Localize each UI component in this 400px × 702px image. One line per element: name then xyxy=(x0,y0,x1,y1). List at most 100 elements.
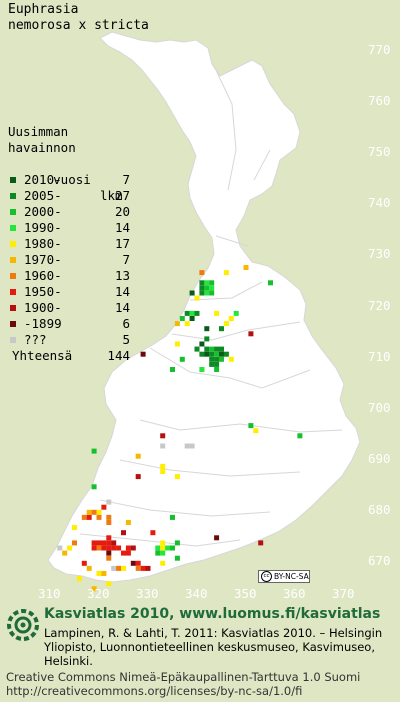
observation-point xyxy=(214,351,220,357)
atlas-title[interactable]: Kasviatlas 2010, www.luomus.fi/kasviatla… xyxy=(44,606,381,622)
observation-point xyxy=(170,545,175,551)
legend-row: 1980- 17 xyxy=(8,236,130,252)
northing-tick-label: 740 xyxy=(368,195,391,211)
observation-point xyxy=(106,540,112,546)
easting-tick-label: 340 xyxy=(185,586,208,601)
legend-count: 14 xyxy=(114,284,130,299)
distribution-map xyxy=(47,31,361,592)
observation-point xyxy=(96,509,102,515)
observation-point xyxy=(243,265,249,270)
observation-point xyxy=(81,514,87,520)
northing-tick-label: 700 xyxy=(368,399,391,415)
observation-point xyxy=(106,581,112,587)
observation-point xyxy=(209,351,215,357)
observation-point xyxy=(81,560,87,566)
legend-row: 1990- 14 xyxy=(8,220,130,236)
observation-point xyxy=(174,540,180,546)
observation-point xyxy=(76,576,82,582)
observation-point xyxy=(228,316,234,321)
observation-point xyxy=(204,280,210,286)
observation-point xyxy=(155,550,161,556)
cc-icon: cc xyxy=(261,571,272,582)
observation-point xyxy=(106,514,112,520)
observation-point xyxy=(130,545,136,551)
observation-point xyxy=(223,351,229,357)
legend-year-label: 2000- xyxy=(24,204,62,219)
observation-point xyxy=(62,550,68,556)
observation-point xyxy=(130,560,136,566)
easting-tick-label: 360 xyxy=(283,586,306,601)
observation-point xyxy=(219,351,224,357)
observation-point xyxy=(106,520,112,525)
easting-tick-label: 370 xyxy=(332,586,355,601)
observation-point xyxy=(145,565,151,571)
legend-swatch xyxy=(10,193,16,199)
legend-row: 1950- 14 xyxy=(8,284,130,300)
observation-point xyxy=(199,341,205,347)
observation-point xyxy=(72,540,77,546)
observation-point xyxy=(96,545,102,551)
legend-count: 14 xyxy=(114,220,130,235)
observation-point xyxy=(204,326,210,332)
legend-row: 2005- 27 xyxy=(8,188,130,204)
observation-point xyxy=(116,545,122,551)
observation-point xyxy=(86,509,92,515)
cc-license-badge[interactable]: cc BY-NC-SA xyxy=(258,570,310,583)
legend-year-label: 2010- xyxy=(24,172,62,187)
observation-point xyxy=(135,453,141,459)
legend-row: -1899 6 xyxy=(8,316,130,332)
observation-point xyxy=(116,565,122,571)
observation-point xyxy=(184,310,190,316)
observation-point xyxy=(160,463,166,469)
observation-point xyxy=(106,499,112,505)
species-title-line-2: nemorosa x stricta xyxy=(8,18,149,33)
license-url[interactable]: http://creativecommons.org/licenses/by-n… xyxy=(6,684,303,698)
legend-count: 13 xyxy=(114,268,130,283)
observation-point xyxy=(170,367,175,372)
observation-point xyxy=(106,545,112,551)
legend-total-row: Yhteensä 144 xyxy=(8,348,130,364)
legend-count: 14 xyxy=(114,300,130,315)
observation-point xyxy=(228,356,234,362)
observation-point xyxy=(189,290,195,296)
observation-point xyxy=(101,545,107,551)
observation-point xyxy=(253,428,259,434)
observation-point xyxy=(209,346,215,352)
observation-point xyxy=(140,351,146,357)
legend-header-line-2: havainnon xyxy=(8,140,76,155)
legend-swatch xyxy=(10,177,16,183)
observation-point xyxy=(96,514,102,520)
observation-point xyxy=(189,310,195,316)
legend-row: 2000- 20 xyxy=(8,204,130,220)
observation-point xyxy=(209,290,215,296)
legend-year-label: 1900- xyxy=(24,300,62,315)
observation-point xyxy=(160,540,166,546)
legend-row: ??? 5 xyxy=(8,332,130,348)
legend-count: 17 xyxy=(114,236,130,251)
observation-point xyxy=(209,280,215,286)
observation-point xyxy=(121,530,126,536)
observation-point xyxy=(184,321,190,327)
observation-point xyxy=(214,535,220,541)
species-title: Euphrasia nemorosa x stricta xyxy=(8,2,149,34)
license-text: Creative Commons Nimeä-Epäkaupallinen-Ta… xyxy=(6,670,396,698)
legend-swatch xyxy=(10,321,16,327)
northing-tick-label: 680 xyxy=(368,501,391,517)
observation-point xyxy=(219,326,224,332)
license-name: Creative Commons Nimeä-Epäkaupallinen-Ta… xyxy=(6,670,361,684)
easting-tick-label: 330 xyxy=(136,586,159,601)
northing-tick-label: 670 xyxy=(368,553,391,568)
legend-year-label: 1990- xyxy=(24,220,62,235)
observation-point xyxy=(199,270,205,276)
observation-point xyxy=(219,346,224,352)
observation-point xyxy=(297,433,303,439)
legend-swatch xyxy=(10,241,16,247)
observation-point xyxy=(86,514,92,520)
observation-point xyxy=(214,361,220,367)
observation-point xyxy=(160,469,166,474)
legend-year-label: -1899 xyxy=(24,316,62,331)
observation-point xyxy=(106,550,112,556)
observation-point xyxy=(160,550,166,556)
legend-year-label: 1980- xyxy=(24,236,62,251)
observation-point xyxy=(91,448,97,454)
